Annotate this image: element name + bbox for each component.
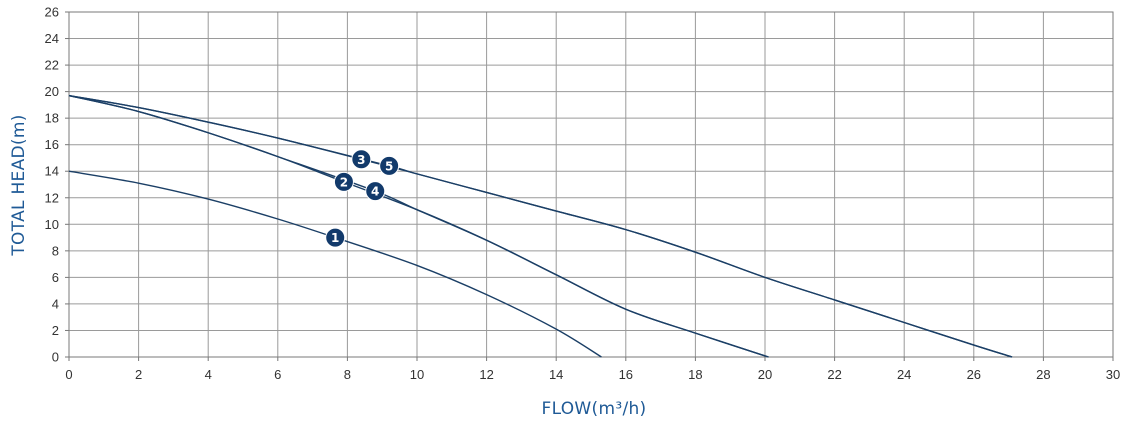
curve-marker-label: 1 <box>331 231 339 245</box>
tick-labels: 0 2 4 6 8 10 12 14 16 18 20 22 24 26 28 300246810121416… <box>45 5 1121 383</box>
y-tick-label: 16 <box>45 137 59 152</box>
y-tick-label: 6 <box>52 270 59 285</box>
y-tick-label: 12 <box>45 190 59 205</box>
curve-line-5 <box>68 94 1013 358</box>
curve-marker-3: 3 <box>351 149 372 170</box>
curve-line-3 <box>68 94 1013 358</box>
curve-marker-label: 4 <box>371 185 379 199</box>
x-tick-label: 6 <box>274 367 281 382</box>
x-tick-label: 0 <box>65 367 72 382</box>
curve-marker-label: 2 <box>340 175 348 189</box>
x-tick-label: 30 <box>1106 367 1120 382</box>
y-tick-label: 10 <box>45 217 59 232</box>
y-tick-label: 0 <box>52 350 59 365</box>
curve-marker-label: 3 <box>357 153 365 167</box>
curve-marker-circle <box>351 149 372 170</box>
y-tick-label: 22 <box>45 58 59 73</box>
y-tick-label: 2 <box>52 323 59 338</box>
x-tick-label: 28 <box>1036 367 1050 382</box>
curve-marker-circle <box>365 181 386 202</box>
curve-marker-2: 2 <box>333 171 354 192</box>
y-tick-label: 24 <box>45 31 59 46</box>
curve-marker-5: 5 <box>379 155 400 176</box>
x-tick-label: 26 <box>967 367 981 382</box>
x-tick-label: 18 <box>688 367 702 382</box>
plot-frame <box>68 11 1114 358</box>
curve-marker-circle <box>379 155 400 176</box>
curve-marker-label: 5 <box>385 159 393 173</box>
y-tick-label: 8 <box>52 243 59 258</box>
x-tick-label: 24 <box>897 367 911 382</box>
curve-line-1 <box>68 170 602 358</box>
curve-marker-circle <box>325 227 346 248</box>
curve-markers: 1 23 45 <box>325 149 400 248</box>
curve-marker-1: 1 <box>325 227 346 248</box>
x-tick-label: 2 <box>135 367 142 382</box>
curve-marker-4: 4 <box>365 181 386 202</box>
x-tick-label: 20 <box>758 367 772 382</box>
grid-lines <box>65 11 1114 361</box>
x-tick-label: 22 <box>827 367 841 382</box>
y-tick-label: 26 <box>45 5 59 20</box>
y-tick-label: 4 <box>52 296 59 311</box>
curve-lines <box>68 94 1013 358</box>
y-tick-label: 20 <box>45 84 59 99</box>
x-tick-label: 16 <box>619 367 633 382</box>
x-tick-label: 10 <box>410 367 424 382</box>
y-axis-title: TOTAL HEAD(m) <box>9 114 29 256</box>
curve-line-4 <box>68 94 769 358</box>
y-tick-label: 14 <box>45 164 59 179</box>
y-tick-label: 18 <box>45 111 59 126</box>
x-axis-title: FLOW(m³/h) <box>542 399 647 419</box>
curve-marker-circle <box>333 171 354 192</box>
x-tick-label: 4 <box>205 367 212 382</box>
x-tick-label: 12 <box>479 367 493 382</box>
curve-line-2 <box>68 94 769 358</box>
x-tick-label: 8 <box>344 367 351 382</box>
x-tick-label: 14 <box>549 367 563 382</box>
